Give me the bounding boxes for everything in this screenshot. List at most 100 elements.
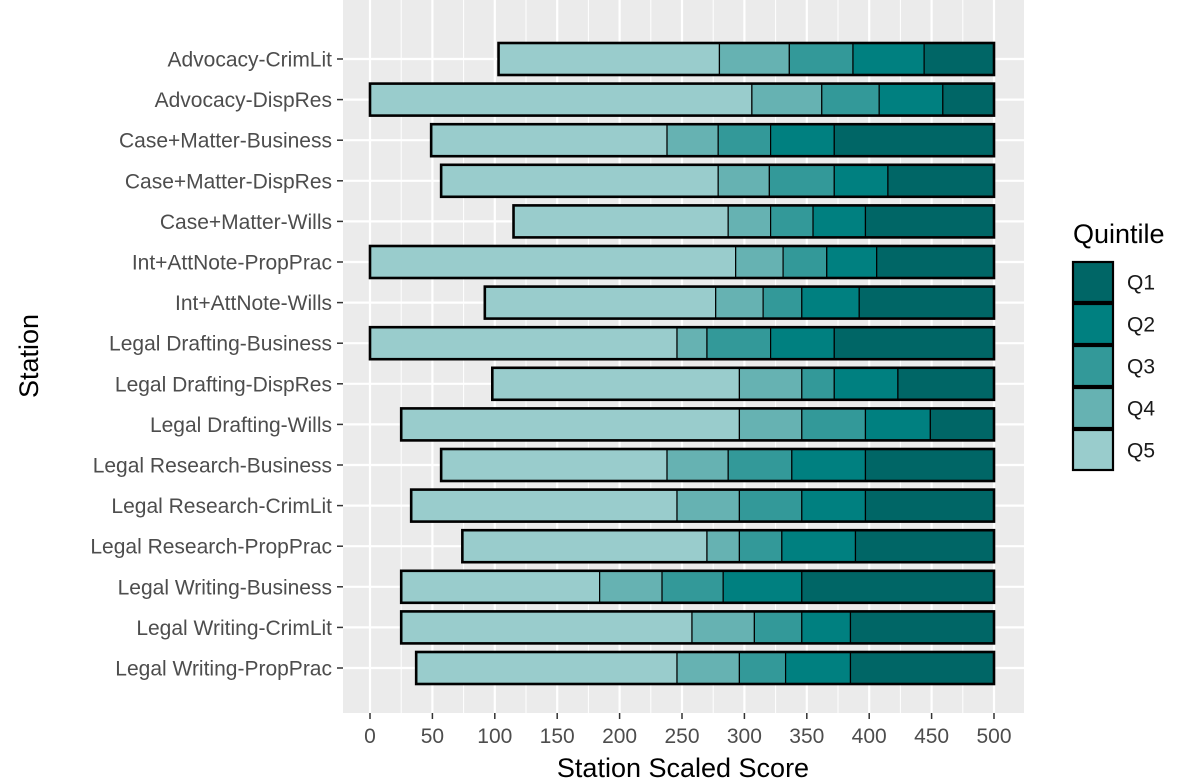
bar-segment-q3 (738, 529, 783, 563)
bar-segment-q2 (878, 82, 944, 117)
bar-segment-q5 (369, 326, 678, 360)
y-tick-label: Int+AttNote-Wills (175, 292, 332, 315)
legend-swatch-q2 (1071, 302, 1115, 346)
bar-segment-q2 (770, 123, 835, 157)
bar-segment-q2 (826, 245, 878, 279)
bar-segment-q3 (661, 570, 724, 604)
bar-segment-q1 (864, 489, 995, 523)
bar-segment-q3 (738, 651, 787, 685)
bar-segment-q2 (833, 164, 889, 198)
x-axis-title: Station Scaled Score (557, 753, 809, 782)
bar-outline (491, 366, 996, 402)
y-tick-label: Legal Drafting-Wills (150, 414, 332, 437)
y-tick-label: Int+AttNote-PropPrac (132, 252, 332, 275)
x-tick-label: 400 (852, 725, 887, 748)
legend: Quintile Q1 Q2 Q3 Q4 Q5 (1071, 219, 1165, 472)
bar-outline (399, 407, 996, 442)
bar-group (414, 650, 996, 686)
bar-group (491, 366, 996, 402)
bar-segment-q1 (801, 570, 995, 604)
bar-segment-q5 (461, 529, 708, 563)
bar-segment-q3 (801, 367, 835, 401)
bar-segment-q4 (706, 529, 741, 563)
bar-outline (368, 244, 996, 280)
x-tick-label: 300 (727, 725, 762, 748)
y-tick-label: Legal Writing-PropPrac (115, 658, 332, 681)
bar-segment-q1 (897, 367, 995, 401)
bar-outline (512, 204, 996, 239)
bar-group (439, 163, 996, 199)
bar-outline (439, 447, 996, 483)
x-tick-labels: 0 50 100 150 200 250 300 350 400 450 500 (364, 713, 1012, 748)
y-axis-title: Station (14, 314, 44, 398)
bar-segment-q2 (852, 42, 925, 76)
bar-segment-q3 (717, 123, 772, 157)
bar-segment-q3 (706, 326, 772, 360)
y-tick-label: Legal Drafting-DispRes (115, 373, 332, 396)
legend-swatch-q5 (1071, 428, 1115, 472)
legend-swatch-q3 (1071, 344, 1115, 388)
bar-segment-q4 (738, 407, 803, 441)
bar-segment-q2 (722, 570, 803, 604)
bar-segment-q3 (727, 448, 793, 482)
bar-segment-q3 (762, 286, 803, 320)
bar-segment-q3 (782, 245, 828, 279)
legend-swatch-q4 (1071, 386, 1115, 430)
bar-segment-q4 (735, 245, 784, 279)
bar-segment-q4 (691, 610, 755, 645)
y-tick-label: Advocacy-CrimLit (167, 49, 332, 72)
legend-swatch-q1 (1071, 260, 1115, 304)
bar-group (368, 325, 996, 361)
bar-segment-q5 (430, 123, 668, 157)
bar-segment-q2 (801, 489, 867, 523)
bar-segment-q3 (821, 82, 880, 117)
legend-title: Quintile (1073, 219, 1165, 249)
bar-group (399, 610, 996, 645)
bar-outline (414, 650, 996, 686)
bar-outline (368, 82, 996, 117)
bar-segment-q5 (415, 651, 678, 685)
bar-segment-q2 (791, 448, 867, 482)
x-tick-label: 500 (976, 725, 1011, 748)
bar-group (439, 447, 996, 483)
bar-segment-q5 (400, 570, 601, 604)
bar-segment-q1 (849, 610, 995, 645)
y-tick-label: Legal Drafting-Business (109, 333, 332, 356)
bar-segment-q1 (876, 245, 995, 279)
bar-group (399, 569, 996, 605)
bar-group (399, 407, 996, 442)
x-tick-label: 250 (664, 725, 699, 748)
bar-segment-q4 (676, 489, 741, 523)
bar-segment-q3 (738, 489, 803, 523)
bar-outline (439, 163, 996, 199)
bar-segment-q1 (864, 448, 995, 482)
legend-label: Q5 (1127, 440, 1155, 463)
bar-segment-q5 (484, 286, 717, 320)
x-tick-label: 150 (540, 725, 575, 748)
bar-outline (429, 122, 996, 158)
bar-segment-q1 (833, 123, 995, 157)
bar-outline (409, 488, 996, 523)
bar-segment-q4 (666, 123, 719, 157)
y-tick-label: Advocacy-DispRes (155, 89, 332, 112)
bar-segment-q2 (770, 326, 835, 360)
y-tick-label: Legal Writing-Business (118, 576, 332, 599)
bar-segment-q4 (727, 204, 772, 238)
bar-group (368, 244, 996, 280)
bar-segment-q4 (666, 448, 729, 482)
bar-segment-q5 (400, 407, 741, 441)
y-tick-label: Legal Research-CrimLit (111, 495, 332, 518)
bar-segment-q5 (369, 245, 737, 279)
bar-segment-q1 (849, 651, 995, 685)
bar-segment-q1 (854, 529, 995, 563)
y-tick-label: Case+Matter-DispRes (125, 170, 332, 193)
legend-label: Q3 (1127, 356, 1155, 379)
bar-segment-q3 (768, 164, 835, 198)
bar-group (461, 528, 996, 564)
bar-segment-q4 (715, 286, 764, 320)
bar-segment-q1 (942, 82, 995, 117)
y-tick-label: Legal Research-Business (93, 455, 332, 478)
bar-segment-q1 (858, 286, 995, 320)
bar-outline (399, 569, 996, 605)
